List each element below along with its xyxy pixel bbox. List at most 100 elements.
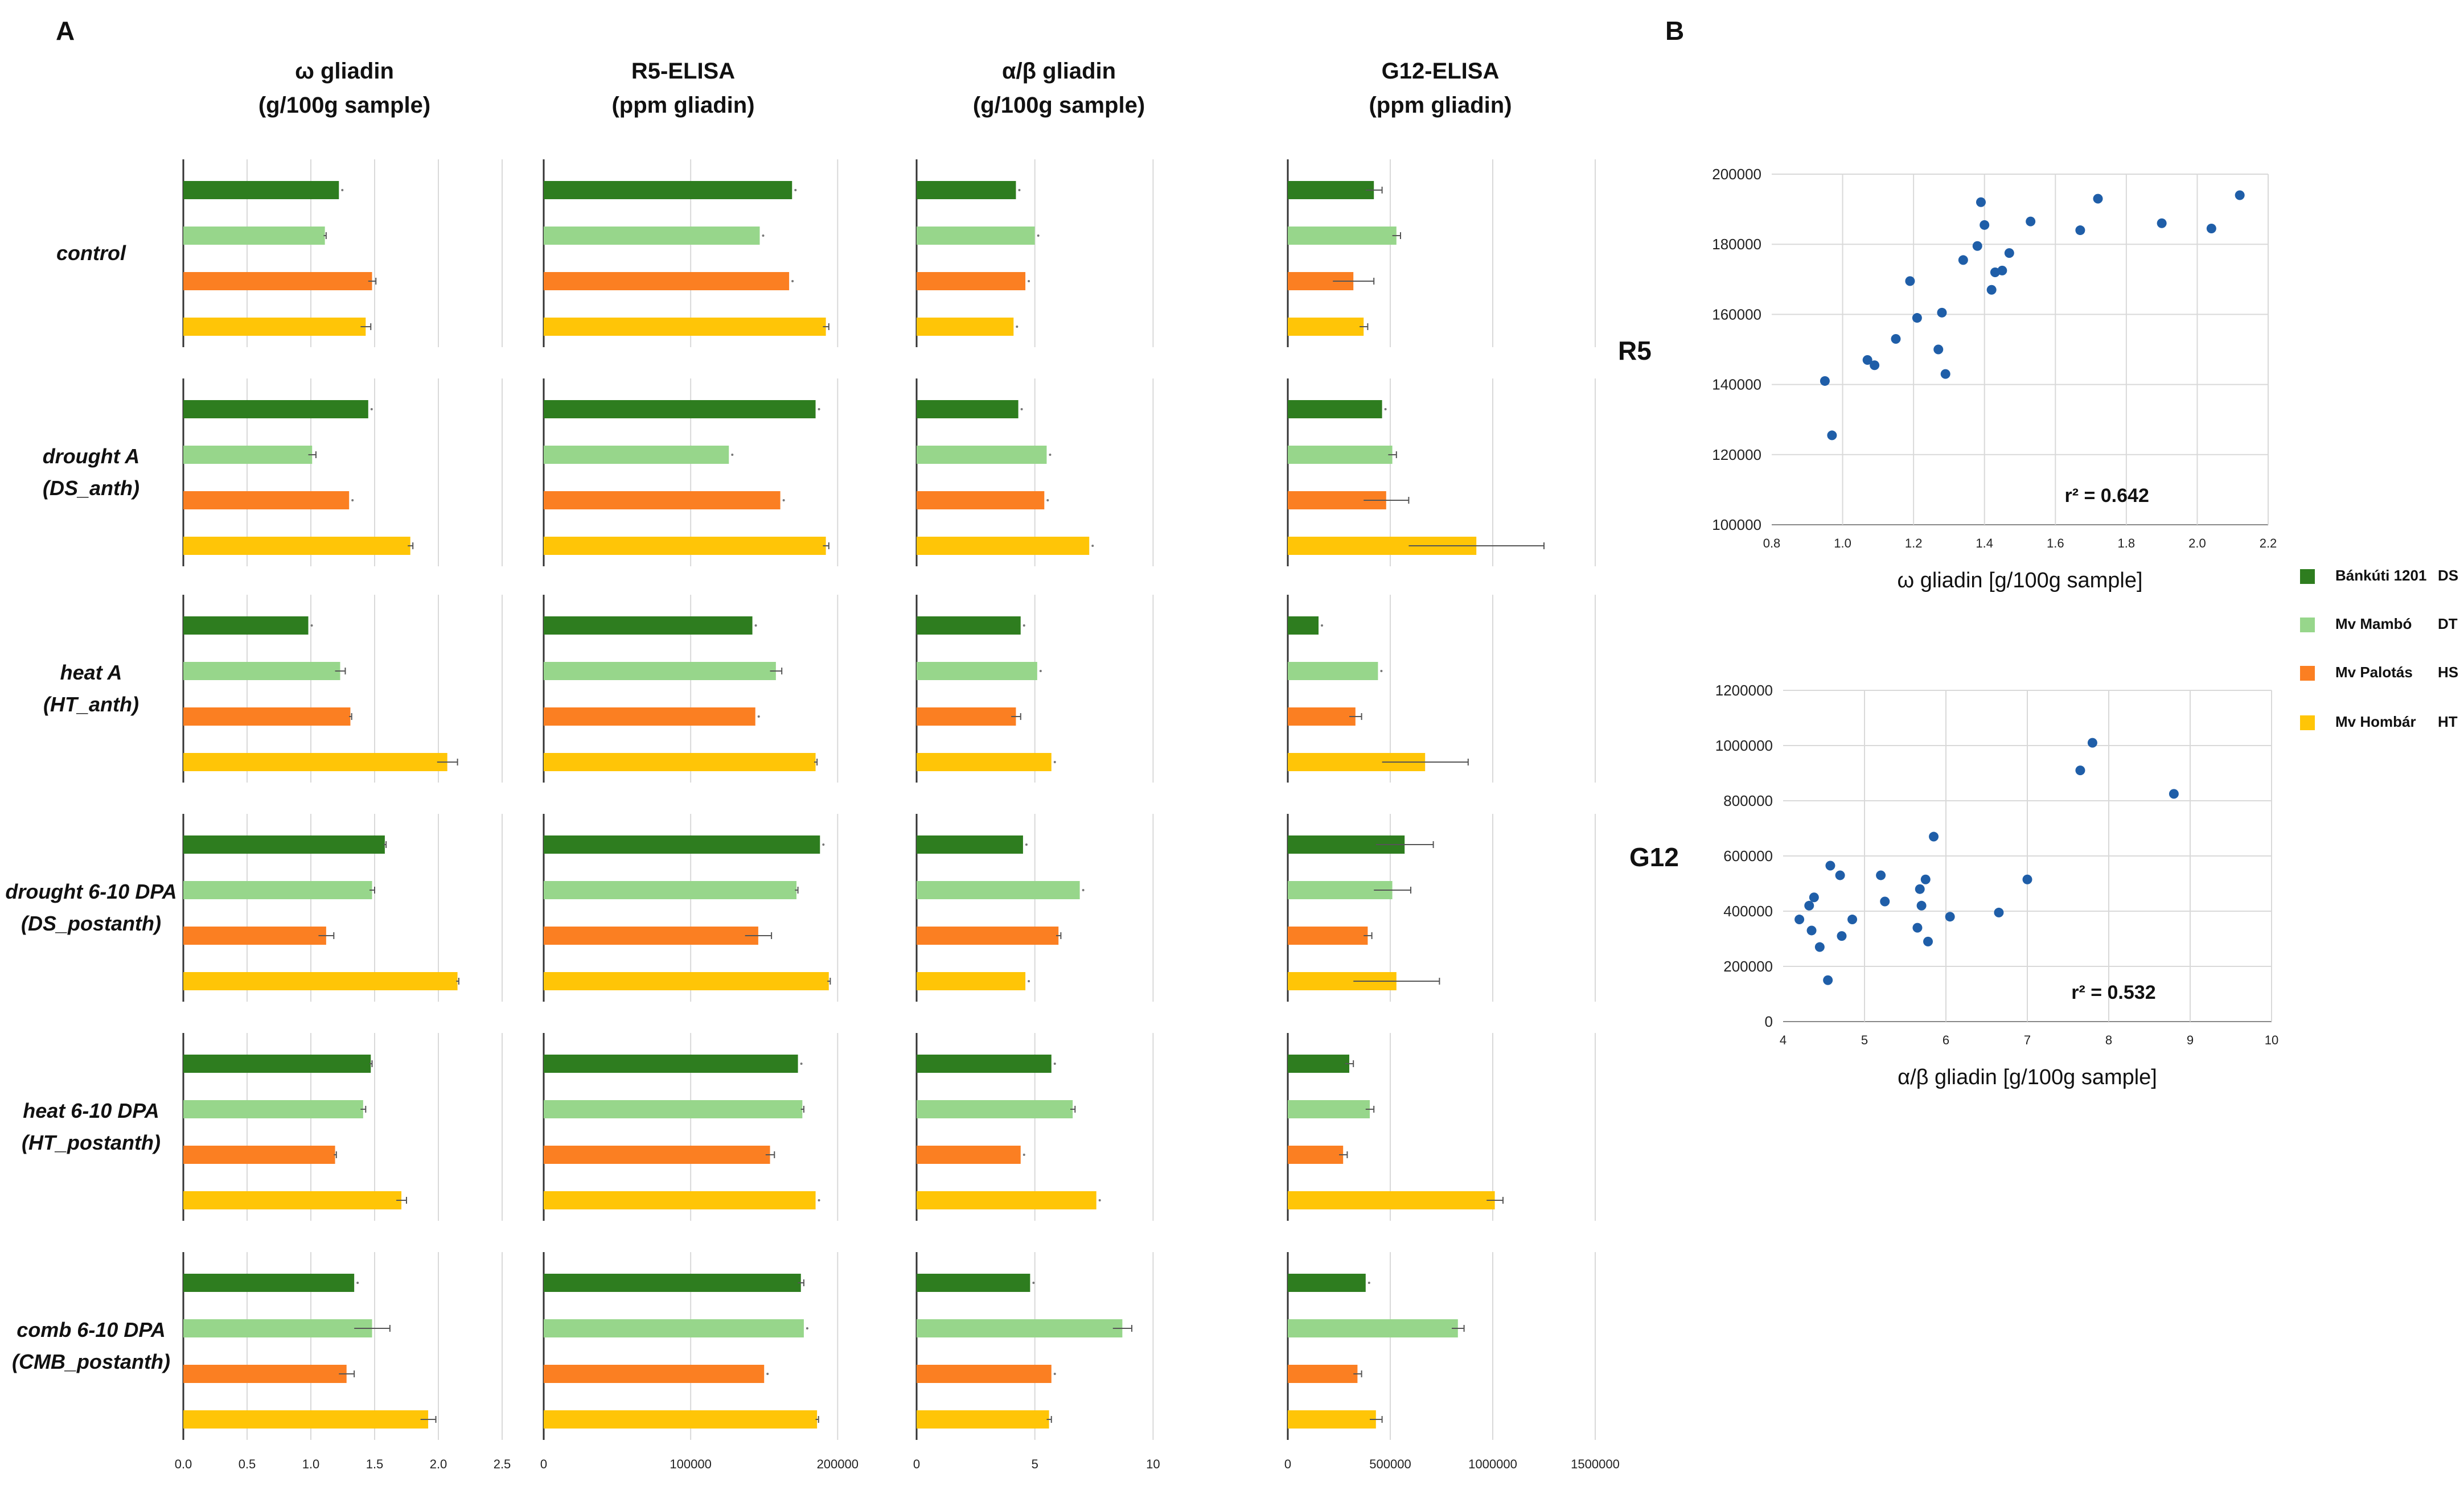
legend-label-hombar: Mv Hombár — [2335, 713, 2416, 730]
bar-col2-row4-palotas — [544, 927, 758, 945]
tick-label-col1-0: 0.0 — [175, 1457, 192, 1471]
tick-label-col3-0: 0 — [913, 1457, 920, 1471]
errordot-col2-row5-hombar — [818, 1199, 820, 1201]
bar-col4-row1-mambo — [1288, 227, 1397, 245]
errordot-col3-row5-hombar — [1098, 1199, 1101, 1201]
scatter-r5: 100000 120000 140000 160000 180000 200000 0.8 1… — [1618, 166, 2277, 592]
point-r5-19 — [2026, 216, 2036, 227]
bar-col3-row5-hombar — [917, 1191, 1097, 1209]
xtick-r5-7: 2.2 — [2260, 536, 2277, 550]
errordot-col3-row1-mambo — [1037, 234, 1040, 237]
xtick-g12-1: 5 — [1861, 1033, 1868, 1047]
bar-col1-row3-mambo — [183, 662, 340, 680]
bar-col3-row6-banktuti — [917, 1274, 1030, 1292]
ytick-g12-1: 200000 — [1723, 958, 1773, 975]
bar-col2-row3-banktuti — [544, 616, 753, 635]
bar-col3-row2-palotas — [917, 491, 1045, 509]
row-label-5-line-1: heat 6-10 DPA — [23, 1099, 159, 1122]
bar-col2-row1-hombar — [544, 318, 826, 336]
bar-col4-row6-palotas — [1288, 1365, 1358, 1383]
bar-col2-row2-banktuti — [544, 400, 816, 418]
errordot-col4-row3-banktuti — [1321, 624, 1323, 627]
legend-tag-banktuti: DS — [2438, 567, 2458, 584]
bar-col1-row6-hombar — [183, 1410, 429, 1429]
errordot-col2-row2-palotas — [782, 499, 785, 501]
row-label-1-line-1: control — [56, 241, 126, 265]
bar-col1-row5-mambo — [183, 1100, 363, 1118]
bar-col4-row6-mambo — [1288, 1319, 1458, 1337]
annotation-g12: r² = 0.532 — [2071, 982, 2155, 1003]
point-g12-8 — [1835, 870, 1845, 880]
tick-label-col1-2: 1.0 — [302, 1457, 320, 1471]
point-r5-12 — [1972, 241, 1982, 251]
errordot-col2-row1-banktuti — [794, 189, 797, 191]
errordot-col3-row2-banktuti — [1020, 408, 1023, 410]
bar-col4-row5-mambo — [1288, 1100, 1370, 1118]
point-r5-20 — [2075, 225, 2085, 236]
bar-col4-row3-mambo — [1288, 662, 1378, 680]
point-r5-15 — [1986, 285, 1997, 295]
tick-label-col1-1: 0.5 — [239, 1457, 256, 1471]
bar-col2-row5-banktuti — [544, 1055, 798, 1073]
point-r5-22 — [2157, 218, 2167, 228]
point-r5-2 — [1827, 430, 1837, 441]
annotation-r5: r² = 0.642 — [2064, 485, 2149, 507]
bar-col2-row4-mambo — [544, 881, 796, 899]
bar-col3-row2-hombar — [917, 537, 1090, 555]
bar-col3-row2-banktuti — [917, 400, 1019, 418]
bar-col1-row4-banktuti — [183, 835, 385, 854]
xtick-g12-4: 8 — [2105, 1033, 2112, 1047]
point-r5-5 — [1891, 334, 1901, 344]
bar-col3-row4-mambo — [917, 881, 1080, 899]
point-r5-18 — [2004, 248, 2014, 258]
ytick-g12-6: 1200000 — [1715, 682, 1773, 699]
scatter-g12: 0 200000 400000 600000 800000 1000000 1200000 4… — [1629, 682, 2278, 1089]
bar-col2-row1-palotas — [544, 272, 790, 290]
xlabel-g12: α/β gliadin [g/100g sample] — [1898, 1065, 2157, 1089]
point-g12-15 — [1916, 900, 1927, 911]
point-r5-23 — [2206, 223, 2216, 233]
point-r5-13 — [1976, 197, 1986, 207]
legend-swatch-mambo — [2300, 618, 2315, 632]
errordot-col2-row6-mambo — [806, 1327, 808, 1329]
row-label-6-line-1: comb 6-10 DPA — [17, 1318, 165, 1341]
xtick-g12-5: 9 — [2187, 1033, 2194, 1047]
point-g12-22 — [2075, 765, 2085, 776]
bar-col4-row2-banktuti — [1288, 400, 1382, 418]
tick-label-col2-2: 200000 — [817, 1457, 859, 1471]
legend-tag-palotas: HS — [2438, 664, 2458, 681]
point-g12-1 — [1794, 915, 1805, 925]
point-g12-24 — [2169, 789, 2179, 799]
xtick-g12-2: 6 — [1943, 1033, 1949, 1047]
bar-col1-row1-palotas — [183, 272, 372, 290]
bar-col3-row1-mambo — [917, 227, 1035, 245]
bar-col1-row1-banktuti — [183, 181, 339, 199]
column-title-3-line-2: (g/100g sample) — [973, 93, 1145, 118]
legend-swatch-hombar — [2300, 715, 2315, 730]
ytick-r5-5: 200000 — [1712, 166, 1761, 183]
bar-col1-row6-mambo — [183, 1319, 372, 1337]
tick-label-col3-1: 5 — [1032, 1457, 1038, 1471]
bar-col4-row4-palotas — [1288, 927, 1368, 945]
xtick-r5-3: 1.4 — [1976, 536, 1993, 550]
tick-label-col4-2: 1000000 — [1468, 1457, 1517, 1471]
bar-col3-row3-mambo — [917, 662, 1037, 680]
errordot-col2-row3-palotas — [757, 715, 760, 718]
bar-col3-row1-hombar — [917, 318, 1014, 336]
bar-col3-row6-mambo — [917, 1319, 1123, 1337]
bar-col1-row5-hombar — [183, 1191, 402, 1209]
panel-a-bar-grid: ω gliadin (g/100g sample) R5-ELISA (ppm gli… — [5, 59, 1620, 1471]
tick-label-col4-3: 1500000 — [1571, 1457, 1620, 1471]
bar-col1-row1-mambo — [183, 227, 325, 245]
errordot-col3-row5-banktuti — [1053, 1063, 1056, 1065]
point-g12-23 — [2087, 738, 2097, 748]
bar-col1-row2-banktuti — [183, 400, 368, 418]
errordot-col3-row3-mambo — [1039, 670, 1042, 672]
bar-col1-row1-hombar — [183, 318, 366, 336]
point-r5-10 — [1940, 369, 1950, 379]
xtick-r5-6: 2.0 — [2188, 536, 2206, 550]
bar-col2-row2-mambo — [544, 446, 729, 464]
errordot-col4-row6-banktuti — [1367, 1282, 1370, 1284]
row-label-4-line-1: drought 6-10 DPA — [5, 880, 176, 903]
bar-col4-row5-palotas — [1288, 1146, 1344, 1164]
